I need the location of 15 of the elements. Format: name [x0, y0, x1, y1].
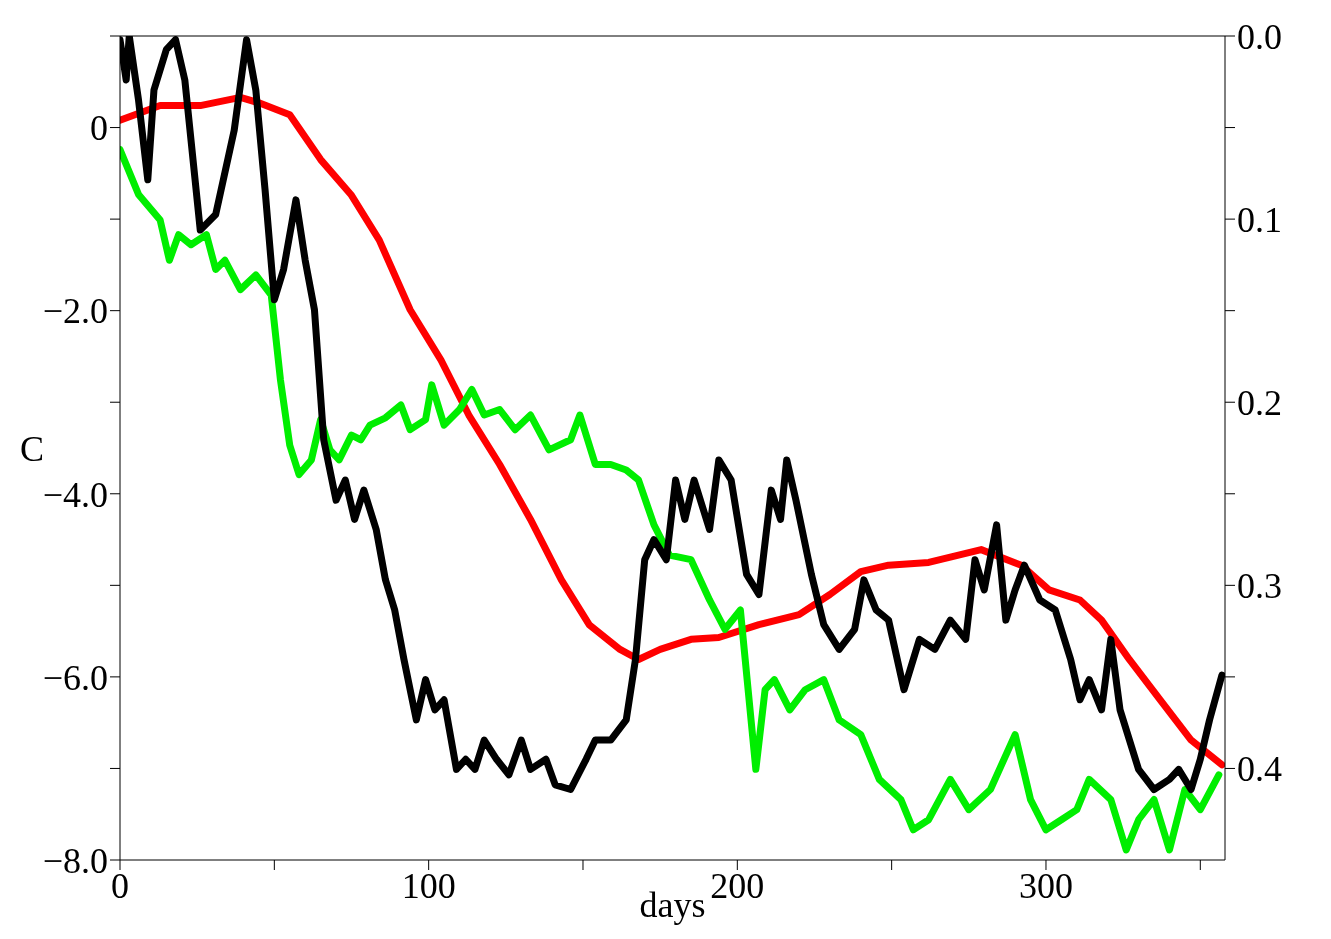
y2-tick-label: 0.1	[1237, 199, 1282, 240]
y-tick-label: −2.0	[42, 291, 108, 332]
y2-tick-label: 0.3	[1237, 566, 1282, 607]
x-axis-title: days	[639, 885, 706, 925]
y2-tick-label: 0.2	[1237, 383, 1282, 423]
y-axis-title: C	[20, 428, 45, 469]
y-tick-label: −8.0	[42, 840, 108, 881]
y2-tick-label: 0.4	[1237, 749, 1282, 790]
x-tick-label: 100	[401, 865, 456, 906]
x-tick-label: 300	[1018, 865, 1073, 906]
y-tick-label: −4.0	[42, 474, 108, 515]
y-tick-label: −6.0	[42, 657, 108, 698]
x-tick-label: 200	[710, 865, 765, 906]
y-tick-label: 0	[90, 108, 108, 149]
y2-tick-label: 0.0	[1237, 16, 1282, 57]
